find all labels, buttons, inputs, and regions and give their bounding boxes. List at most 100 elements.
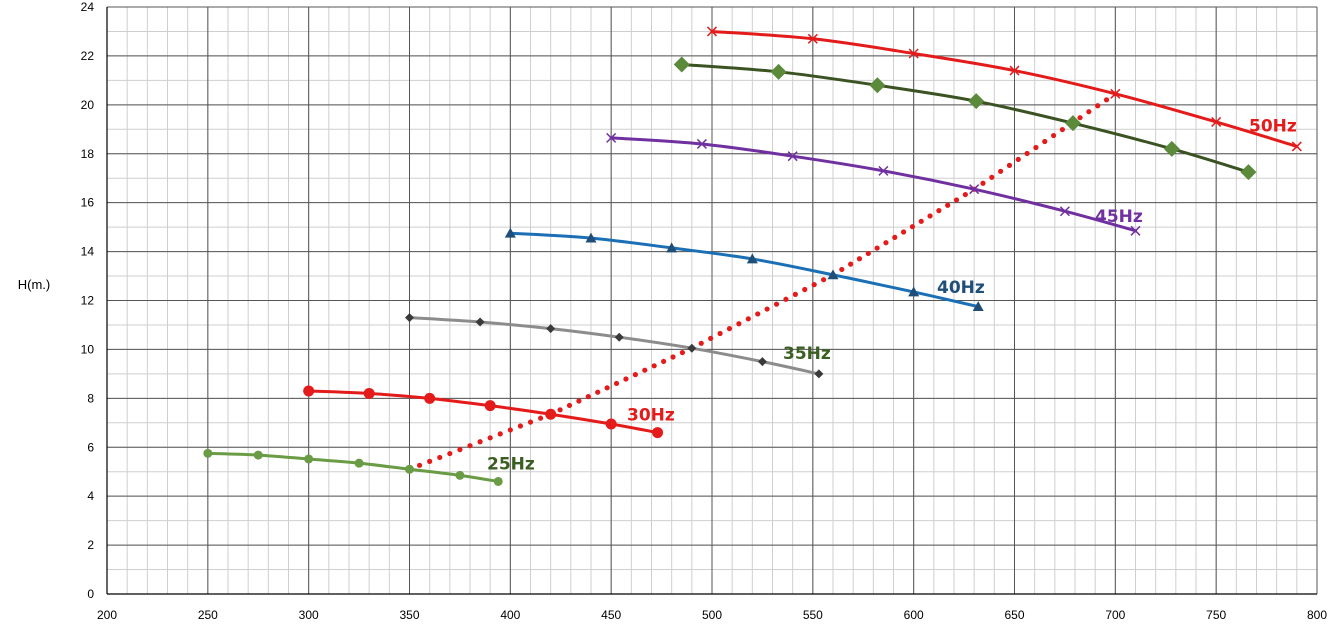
system-curve-dot: [576, 398, 582, 404]
series-labels: 25Hz 30Hz 35Hz 40Hz 45Hz 50Hz: [487, 117, 1297, 475]
system-curve-dot: [1103, 97, 1110, 103]
y-tick-label: 2: [87, 538, 94, 552]
series-30hz: [303, 385, 664, 439]
system-curve-dot: [773, 301, 780, 307]
data-point: [652, 427, 664, 439]
y-tick-label: 16: [81, 196, 95, 210]
data-point: [545, 408, 557, 420]
system-curve-dot: [726, 326, 733, 332]
system-curve-dot: [1050, 132, 1057, 139]
data-point: [969, 184, 980, 195]
y-tick-label: 8: [87, 391, 94, 405]
system-curve-dot: [755, 311, 761, 317]
x-tick-label: 700: [1105, 608, 1125, 622]
system-curve-dot: [802, 286, 808, 293]
series-curve-5: [673, 56, 1257, 181]
data-point: [1110, 88, 1121, 99]
data-point: [484, 400, 496, 412]
system-curve-dot: [998, 168, 1004, 174]
system-curve-dot: [632, 372, 638, 378]
system-curve-dot: [989, 174, 995, 180]
series-50hz: [706, 26, 1302, 152]
system-curve-dot: [537, 415, 544, 421]
system-curve-dot: [487, 435, 493, 441]
x-tick-label: 300: [299, 608, 319, 622]
data-point: [706, 26, 718, 37]
y-tick-label: 10: [81, 342, 95, 356]
system-curve-dot: [566, 402, 573, 409]
data-point: [605, 418, 617, 430]
data-point: [757, 357, 767, 367]
system-curve-dot: [651, 363, 657, 369]
system-curve-dot: [892, 234, 898, 240]
system-curve-dot: [661, 358, 667, 365]
system-curve-dot: [698, 340, 704, 346]
system-curve-dot: [457, 447, 463, 453]
system-curve-dot: [467, 443, 473, 449]
y-tick-label: 20: [81, 98, 95, 112]
x-tick-label: 800: [1307, 608, 1327, 622]
system-curve-dot: [874, 245, 880, 251]
x-tick-label: 200: [97, 608, 117, 622]
data-point: [666, 242, 678, 253]
data-point: [424, 392, 436, 404]
y-tick-label: 14: [81, 245, 95, 259]
system-curve-dot: [717, 330, 723, 337]
series-label-25hz: 25Hz: [487, 454, 535, 474]
series-35hz: [405, 313, 824, 379]
data-point: [363, 387, 375, 399]
y-tick-label: 4: [87, 489, 94, 503]
system-curve-dot: [557, 407, 563, 413]
system-curve: [406, 91, 1118, 472]
series-40hz: [504, 227, 984, 312]
data-point: [1240, 164, 1257, 181]
system-curve-dot: [764, 306, 770, 312]
series-label-40hz: 40Hz: [937, 278, 985, 298]
series-label-30hz: 30Hz: [627, 405, 675, 425]
series-group: [203, 26, 1302, 486]
y-tick-label: 6: [87, 440, 94, 454]
system-curve-dot: [909, 224, 916, 230]
data-point: [878, 165, 889, 176]
x-tick-label: 600: [904, 608, 924, 622]
system-curve-dot: [936, 208, 942, 214]
x-tick-label: 400: [500, 608, 520, 622]
system-curve-dot: [1015, 156, 1021, 163]
y-tick-label: 22: [81, 49, 95, 63]
system-curve-dot: [1033, 144, 1039, 151]
data-point: [908, 48, 919, 59]
data-point: [493, 476, 503, 486]
series-label-35hz: 35Hz: [783, 344, 831, 364]
system-curve-dot: [1086, 109, 1092, 115]
system-curve-dot: [507, 427, 513, 433]
data-point: [475, 317, 485, 327]
system-curve-dot: [416, 462, 423, 468]
data-point: [972, 301, 984, 312]
system-curve-dot: [497, 431, 503, 437]
system-curve-dot: [820, 277, 827, 283]
axes: [106, 7, 1317, 595]
data-point: [1130, 225, 1141, 236]
system-curve-dot: [670, 354, 676, 360]
data-point: [546, 324, 556, 334]
series-label-45hz: 45Hz: [1095, 207, 1143, 227]
data-point: [770, 63, 787, 80]
data-point: [606, 132, 617, 143]
data-point: [746, 253, 758, 264]
data-point: [673, 56, 690, 73]
system-curve-dot: [848, 261, 854, 267]
system-curve-dot: [1024, 150, 1030, 157]
series-45hz: [606, 132, 1141, 236]
system-curve-dot: [1006, 162, 1013, 168]
system-curve-dot: [927, 213, 933, 219]
data-point: [696, 138, 707, 149]
system-curve-dot: [1042, 138, 1048, 145]
x-tick-label: 550: [803, 608, 823, 622]
system-curve-dot: [839, 266, 845, 273]
data-point: [1211, 116, 1222, 127]
y-tick-label: 0: [87, 587, 94, 601]
system-curve-dot: [1059, 126, 1065, 133]
system-curve-dot: [736, 321, 742, 327]
